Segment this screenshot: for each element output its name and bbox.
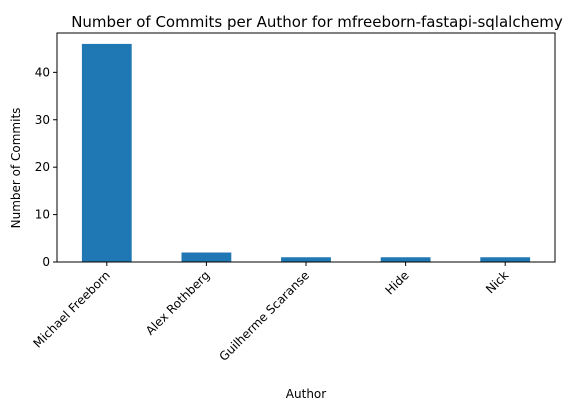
y-tick-label: 10	[35, 208, 50, 222]
y-tick-label: 40	[35, 65, 50, 79]
y-tick-label: 30	[35, 113, 50, 127]
bar-hide	[380, 257, 431, 262]
bar-group	[81, 43, 531, 263]
bar-guilherme-scaranse	[281, 257, 331, 262]
chart-title: Number of Commits per Author for mfreebo…	[71, 13, 563, 31]
bar-nick	[480, 257, 531, 262]
y-tick-label: 20	[35, 160, 50, 174]
x-axis-label: Author	[286, 387, 326, 401]
y-axis-label: Number of Commits	[9, 108, 23, 229]
y-tick-label: 0	[42, 255, 50, 269]
plot-frame	[56, 32, 556, 263]
bar-michael-freeborn	[81, 43, 132, 263]
y-axis-ticks: 0 10 20 30 40	[35, 65, 57, 269]
bar-alex-rothberg	[181, 252, 232, 262]
